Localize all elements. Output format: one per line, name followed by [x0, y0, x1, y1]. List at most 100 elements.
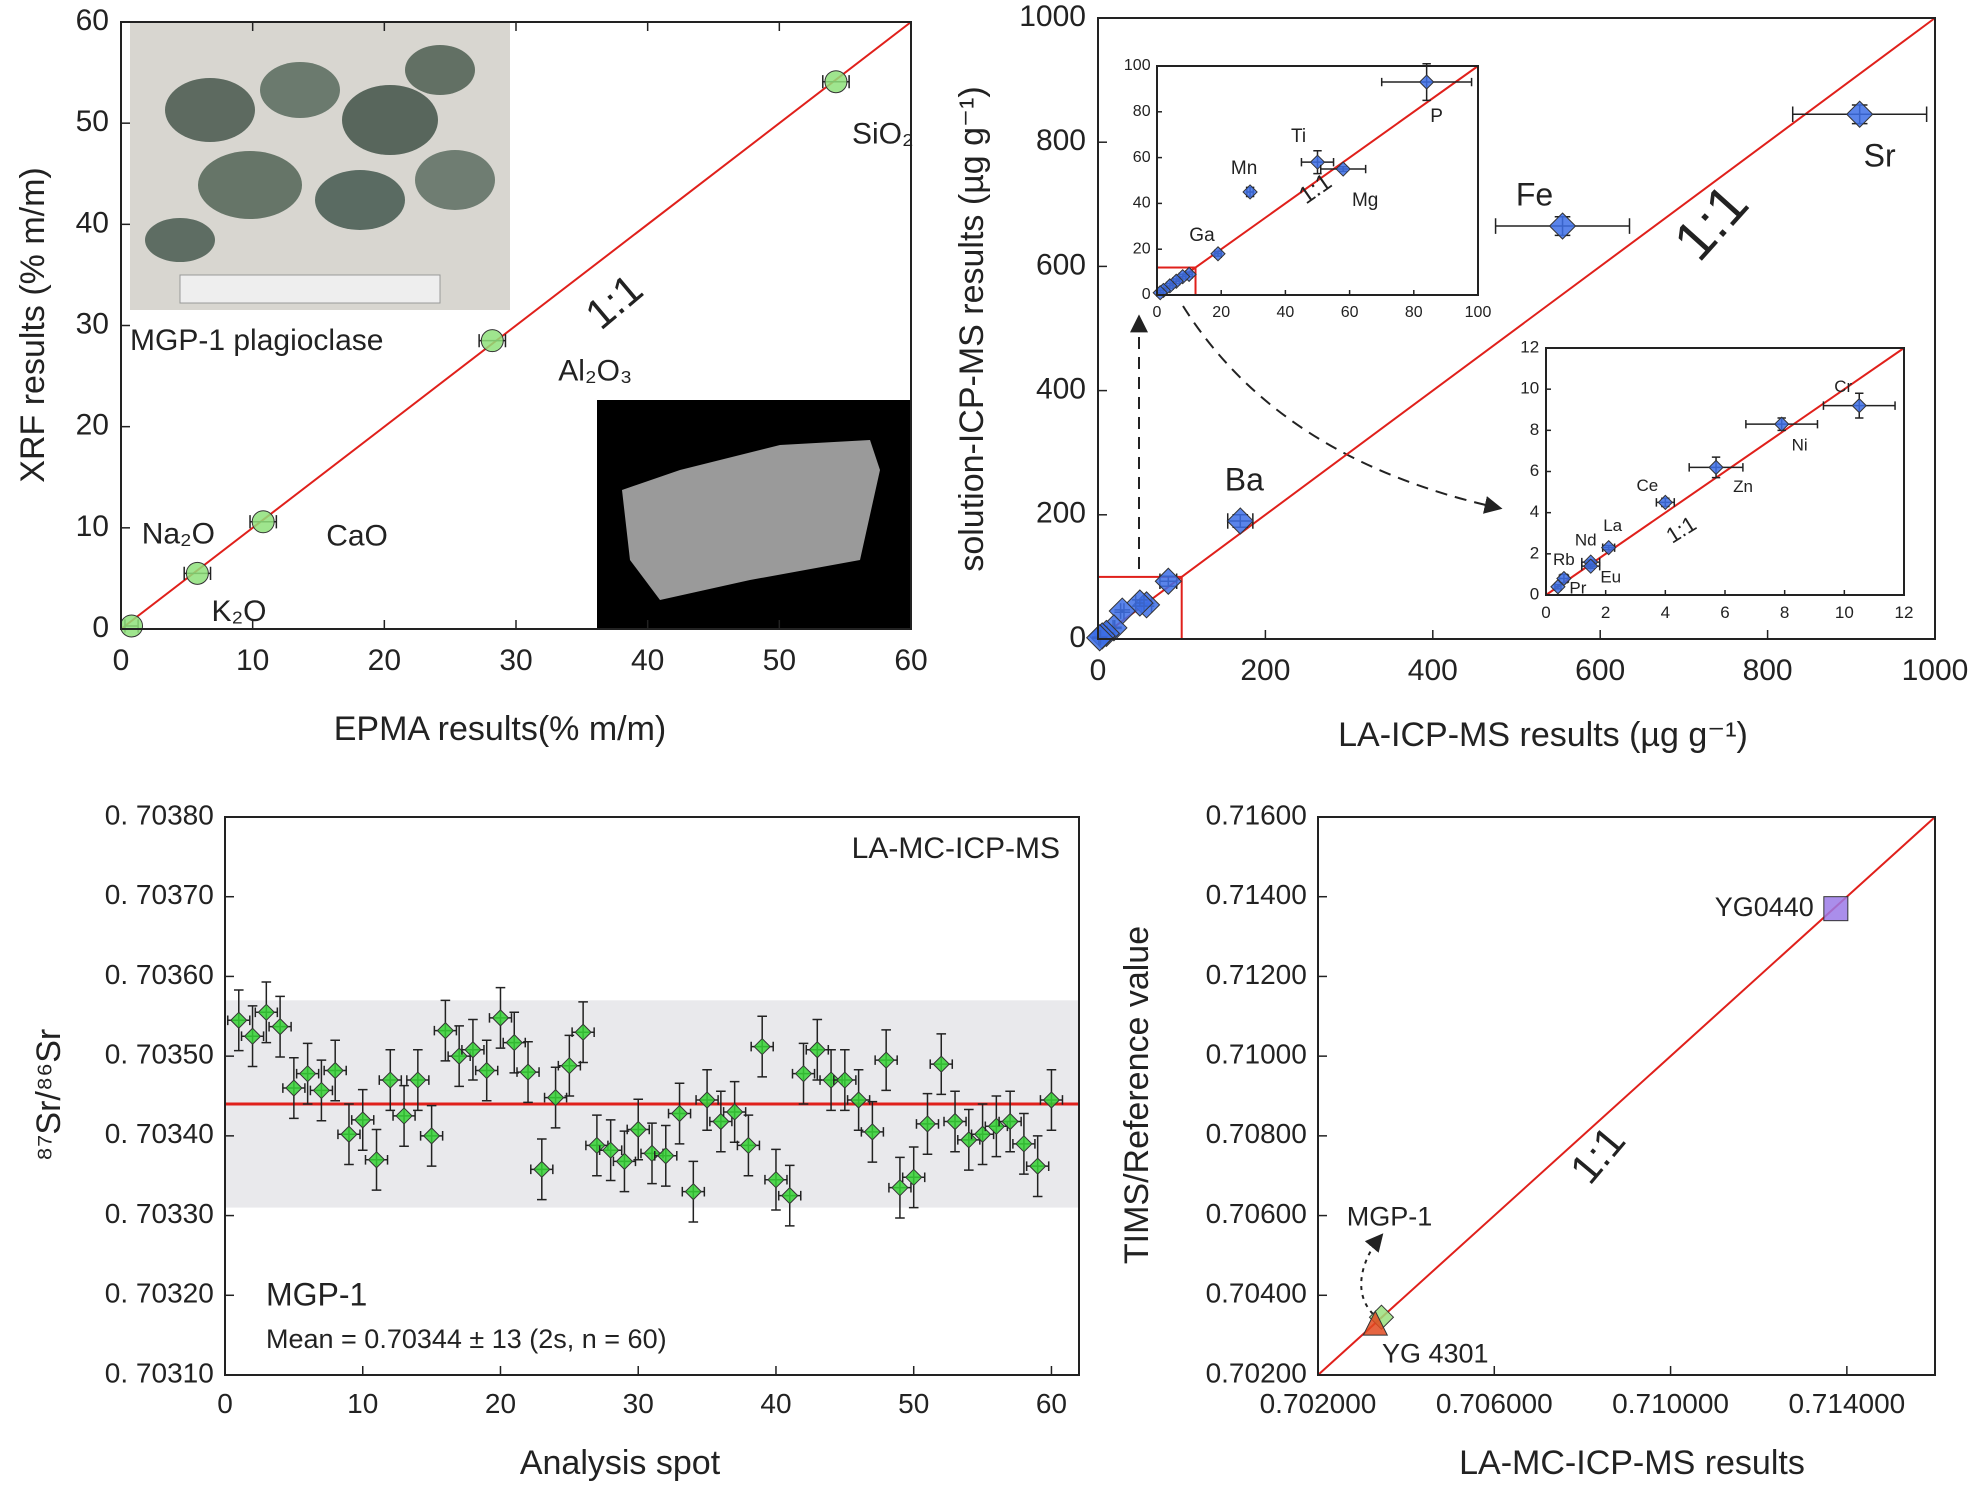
- point: [808, 1041, 826, 1059]
- point: [781, 1186, 799, 1205]
- point: [1226, 507, 1254, 535]
- point: [1028, 1157, 1047, 1175]
- x-tick-label: 2: [1601, 603, 1610, 622]
- point: [533, 1160, 551, 1179]
- plot-frame: [1097, 17, 1936, 640]
- point: [1085, 624, 1114, 652]
- point: [1708, 459, 1724, 476]
- point: [973, 1125, 992, 1143]
- point-label: Zn: [1733, 477, 1753, 496]
- annotation: LA-MC-ICP-MS: [852, 832, 1060, 865]
- x-tick-label: 50: [898, 1388, 929, 1419]
- annotation: 1:1: [1561, 1117, 1635, 1192]
- point: [478, 1061, 496, 1080]
- x-axis-label: LA-MC-ICP-MS results: [1459, 1444, 1805, 1482]
- point: [285, 1079, 303, 1097]
- point-label: Mg: [1352, 190, 1378, 211]
- point: [1657, 494, 1674, 511]
- point: [946, 1112, 964, 1131]
- point: [230, 1011, 248, 1029]
- y-tick-label: 60: [1133, 149, 1151, 166]
- x-tick-label: 0: [1090, 654, 1107, 687]
- point: [395, 1107, 413, 1125]
- y-tick-label: 10: [1520, 379, 1539, 398]
- x-tick-label: 0.706000: [1436, 1388, 1553, 1419]
- y-tick-label: 50: [76, 105, 109, 138]
- point: [657, 1147, 675, 1165]
- point: [367, 1151, 386, 1169]
- x-tick-label: 1000: [1902, 654, 1969, 687]
- y-tick-label: 0. 70370: [105, 879, 214, 910]
- y-tick-label: 40: [1133, 195, 1151, 212]
- identity-line: [1097, 17, 1936, 640]
- point: [824, 70, 848, 94]
- x-tick-label: 6: [1720, 603, 1729, 622]
- point: [684, 1182, 703, 1201]
- x-tick-label: 0.714000: [1788, 1388, 1905, 1419]
- x-tick-label: 12: [1895, 603, 1914, 622]
- point: [1362, 1310, 1389, 1336]
- point-label: Eu: [1600, 568, 1621, 587]
- x-tick-label: 100: [1465, 304, 1492, 321]
- point: [1210, 246, 1226, 262]
- point: [185, 561, 209, 585]
- y-tick-label: 60: [76, 4, 109, 37]
- x-tick-label: 8: [1780, 603, 1789, 622]
- x-tick-label: 80: [1405, 304, 1423, 321]
- point-label: Ce: [1636, 476, 1658, 495]
- y-tick-label: 20: [76, 409, 109, 442]
- point-label: SiO₂: [852, 118, 914, 151]
- point: [712, 1112, 730, 1131]
- point: [1335, 161, 1351, 177]
- identity-line: [1156, 65, 1479, 296]
- x-axis-label: Analysis spot: [520, 1444, 721, 1482]
- x-tick-label: 50: [763, 644, 796, 677]
- point: [480, 329, 504, 353]
- x-tick-label: 200: [1240, 654, 1290, 687]
- y-tick-label: 0.70600: [1206, 1198, 1307, 1229]
- x-axis-label: EPMA results(% m/m): [334, 710, 666, 748]
- point: [1851, 397, 1867, 414]
- point: [381, 1071, 399, 1089]
- point: [1015, 1135, 1033, 1153]
- y-tick-label: 0.71600: [1206, 799, 1307, 830]
- point-label: Fe: [1516, 176, 1553, 212]
- y-tick-label: 10: [76, 510, 109, 543]
- point: [905, 1168, 923, 1187]
- x-tick-label: 40: [1277, 304, 1295, 321]
- point-label: Ba: [1225, 461, 1264, 497]
- point: [753, 1037, 771, 1056]
- point: [739, 1136, 758, 1155]
- point: [1001, 1112, 1019, 1131]
- x-tick-label: 600: [1575, 654, 1625, 687]
- pointer-arrow: [1360, 1233, 1384, 1315]
- y-tick-label: 0.70200: [1206, 1357, 1307, 1388]
- point: [422, 1127, 441, 1145]
- y-tick-label: 0: [92, 611, 109, 644]
- y-axis-label: ⁸⁷Sr/⁸⁶Sr: [30, 1029, 68, 1161]
- y-tick-label: 800: [1036, 124, 1086, 157]
- point-label: Ni: [1792, 436, 1808, 455]
- point: [588, 1136, 606, 1155]
- point: [1845, 100, 1874, 128]
- point-label: YG0440: [1715, 892, 1814, 922]
- point: [560, 1057, 579, 1075]
- point: [601, 1141, 620, 1159]
- x-tick-label: 60: [1341, 304, 1359, 321]
- y-tick-label: 0. 70340: [105, 1118, 214, 1149]
- point: [822, 1071, 840, 1089]
- point: [326, 1061, 344, 1080]
- point: [1042, 1091, 1061, 1109]
- point: [863, 1123, 882, 1141]
- y-tick-label: 0.71200: [1206, 959, 1307, 990]
- point-label: Sr: [1864, 138, 1896, 174]
- plot-frame: [1317, 816, 1936, 1376]
- x-tick-label: 800: [1743, 654, 1793, 687]
- y-tick-label: 0.71400: [1206, 879, 1307, 910]
- point: [1583, 558, 1599, 574]
- point: [1418, 74, 1435, 90]
- point: [436, 1021, 455, 1040]
- point-label: CaO: [326, 520, 388, 553]
- point-label: Al₂O₃: [558, 355, 632, 388]
- x-tick-label: 20: [1212, 304, 1230, 321]
